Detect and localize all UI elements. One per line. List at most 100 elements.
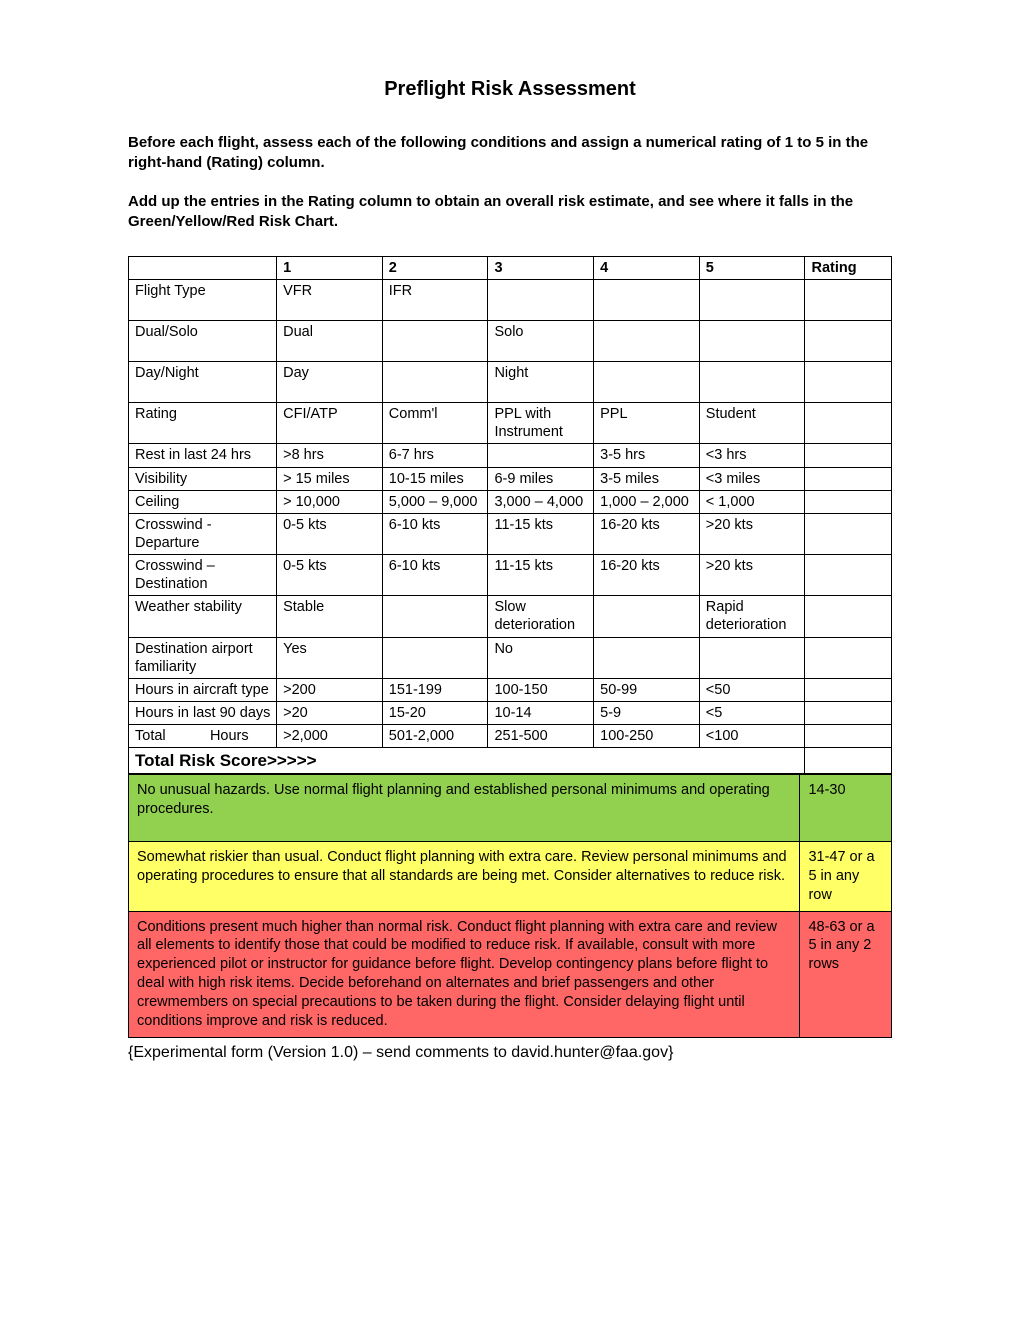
rating-cell[interactable] bbox=[805, 678, 892, 701]
header-1: 1 bbox=[277, 257, 383, 280]
table-row: Hours in aircraft type>200151-199100-150… bbox=[129, 678, 892, 701]
row-label: Ceiling bbox=[129, 490, 277, 513]
value-cell: <50 bbox=[699, 678, 805, 701]
risk-chart: No unusual hazards. Use normal flight pl… bbox=[128, 774, 892, 1037]
risk-description: No unusual hazards. Use normal flight pl… bbox=[129, 775, 800, 842]
value-cell: >8 hrs bbox=[277, 444, 383, 467]
value-cell: 6-9 miles bbox=[488, 467, 594, 490]
rating-cell[interactable] bbox=[805, 280, 892, 321]
rating-cell[interactable] bbox=[805, 725, 892, 748]
value-cell: PPL bbox=[594, 403, 700, 444]
value-cell bbox=[594, 321, 700, 362]
table-row: Day/NightDay Night bbox=[129, 362, 892, 403]
value-cell: 151-199 bbox=[382, 678, 488, 701]
table-row: Visibility> 15 miles10-15 miles6-9 miles… bbox=[129, 467, 892, 490]
value-cell: >2,000 bbox=[277, 725, 383, 748]
table-row: Weather stabilityStableSlow deterioratio… bbox=[129, 596, 892, 637]
row-label: Dual/Solo bbox=[129, 321, 277, 362]
value-cell: 0-5 kts bbox=[277, 513, 383, 554]
risk-row-yellow: Somewhat riskier than usual. Conduct fli… bbox=[129, 842, 892, 912]
row-label: Total Hours bbox=[129, 725, 277, 748]
row-label: Weather stability bbox=[129, 596, 277, 637]
header-3: 3 bbox=[488, 257, 594, 280]
row-label: Crosswind - Departure bbox=[129, 513, 277, 554]
value-cell bbox=[488, 444, 594, 467]
row-label: Crosswind – Destination bbox=[129, 555, 277, 596]
value-cell bbox=[488, 280, 594, 321]
value-cell: 3-5 hrs bbox=[594, 444, 700, 467]
value-cell: VFR bbox=[277, 280, 383, 321]
rating-cell[interactable] bbox=[805, 321, 892, 362]
value-cell: Night bbox=[488, 362, 594, 403]
value-cell: > 10,000 bbox=[277, 490, 383, 513]
row-label: Destination airport familiarity bbox=[129, 637, 277, 678]
value-cell: 5,000 – 9,000 bbox=[382, 490, 488, 513]
rating-cell[interactable] bbox=[805, 362, 892, 403]
value-cell: Day bbox=[277, 362, 383, 403]
value-cell bbox=[699, 362, 805, 403]
rating-cell[interactable] bbox=[805, 444, 892, 467]
value-cell: 0-5 kts bbox=[277, 555, 383, 596]
value-cell: 15-20 bbox=[382, 701, 488, 724]
value-cell: 5-9 bbox=[594, 701, 700, 724]
instruction-2: Add up the entries in the Rating column … bbox=[128, 192, 892, 233]
value-cell: Student bbox=[699, 403, 805, 444]
value-cell: <3 hrs bbox=[699, 444, 805, 467]
value-cell: 6-10 kts bbox=[382, 555, 488, 596]
value-cell bbox=[594, 280, 700, 321]
value-cell: 11-15 kts bbox=[488, 555, 594, 596]
value-cell bbox=[594, 637, 700, 678]
value-cell: <3 miles bbox=[699, 467, 805, 490]
rating-cell[interactable] bbox=[805, 555, 892, 596]
risk-row-green: No unusual hazards. Use normal flight pl… bbox=[129, 775, 892, 842]
value-cell: IFR bbox=[382, 280, 488, 321]
value-cell: 10-15 miles bbox=[382, 467, 488, 490]
value-cell bbox=[699, 637, 805, 678]
table-row: Ceiling> 10,0005,000 – 9,0003,000 – 4,00… bbox=[129, 490, 892, 513]
value-cell: 100-250 bbox=[594, 725, 700, 748]
value-cell: PPL with Instrument bbox=[488, 403, 594, 444]
value-cell: 11-15 kts bbox=[488, 513, 594, 554]
table-row: Crosswind – Destination0-5 kts6-10 kts11… bbox=[129, 555, 892, 596]
rating-cell[interactable] bbox=[805, 513, 892, 554]
value-cell: Stable bbox=[277, 596, 383, 637]
row-label: Hours in aircraft type bbox=[129, 678, 277, 701]
value-cell: 6-7 hrs bbox=[382, 444, 488, 467]
table-row: Flight TypeVFRIFR bbox=[129, 280, 892, 321]
total-risk-row: Total Risk Score>>>>> bbox=[129, 748, 892, 774]
value-cell: <100 bbox=[699, 725, 805, 748]
value-cell: < 1,000 bbox=[699, 490, 805, 513]
value-cell: Comm'l bbox=[382, 403, 488, 444]
value-cell bbox=[382, 321, 488, 362]
header-row: 1 2 3 4 5 Rating bbox=[129, 257, 892, 280]
value-cell bbox=[382, 362, 488, 403]
value-cell: 3-5 miles bbox=[594, 467, 700, 490]
value-cell: 10-14 bbox=[488, 701, 594, 724]
value-cell: Yes bbox=[277, 637, 383, 678]
value-cell bbox=[382, 637, 488, 678]
total-risk-value[interactable] bbox=[805, 748, 892, 774]
value-cell: 251-500 bbox=[488, 725, 594, 748]
value-cell: 3,000 – 4,000 bbox=[488, 490, 594, 513]
page-title: Preflight Risk Assessment bbox=[128, 78, 892, 101]
rating-cell[interactable] bbox=[805, 467, 892, 490]
value-cell: 50-99 bbox=[594, 678, 700, 701]
assessment-table: 1 2 3 4 5 Rating Flight TypeVFRIFRDual/S… bbox=[128, 256, 892, 774]
risk-description: Somewhat riskier than usual. Conduct fli… bbox=[129, 842, 800, 912]
risk-row-red: Conditions present much higher than norm… bbox=[129, 911, 892, 1037]
risk-range: 31-47 or a 5 in any row bbox=[800, 842, 892, 912]
value-cell: 16-20 kts bbox=[594, 513, 700, 554]
rating-cell[interactable] bbox=[805, 637, 892, 678]
risk-description: Conditions present much higher than norm… bbox=[129, 911, 800, 1037]
row-label: Day/Night bbox=[129, 362, 277, 403]
value-cell bbox=[594, 596, 700, 637]
rating-cell[interactable] bbox=[805, 596, 892, 637]
table-row: Hours in last 90 days>2015-2010-145-9<5 bbox=[129, 701, 892, 724]
rating-cell[interactable] bbox=[805, 490, 892, 513]
value-cell bbox=[382, 596, 488, 637]
value-cell: 1,000 – 2,000 bbox=[594, 490, 700, 513]
rating-cell[interactable] bbox=[805, 403, 892, 444]
rating-cell[interactable] bbox=[805, 701, 892, 724]
row-label: Flight Type bbox=[129, 280, 277, 321]
row-label: Hours in last 90 days bbox=[129, 701, 277, 724]
